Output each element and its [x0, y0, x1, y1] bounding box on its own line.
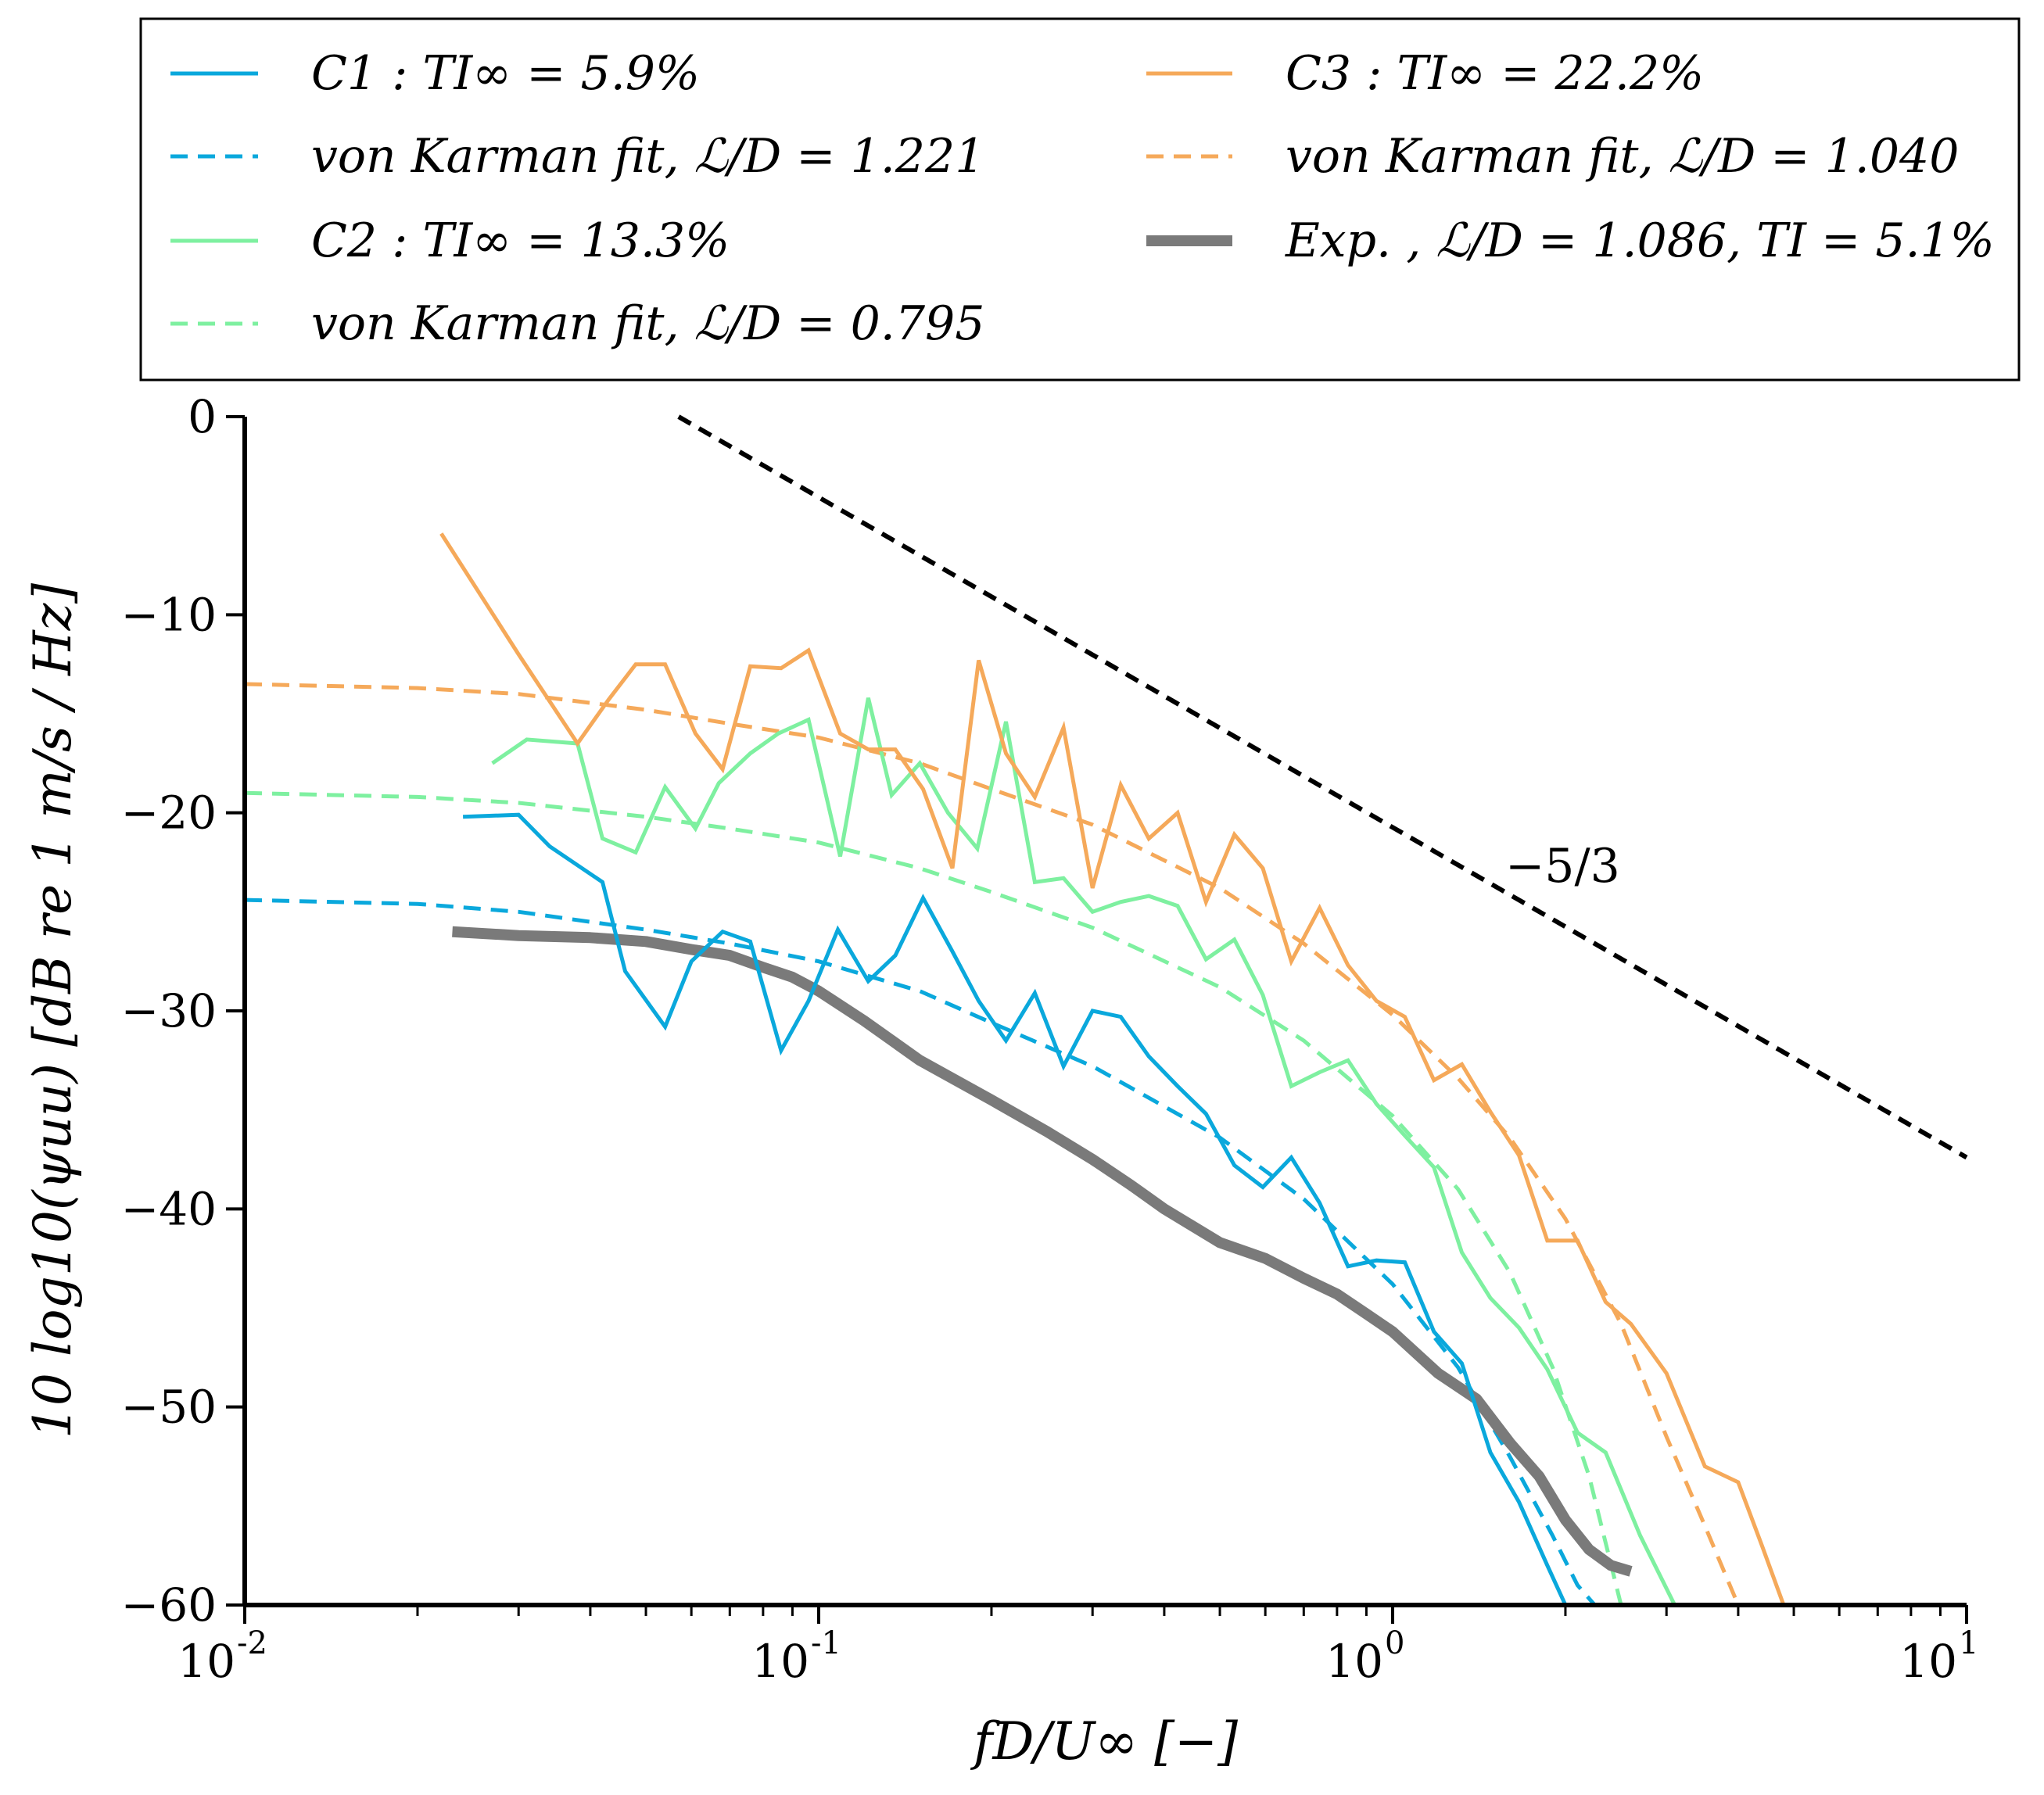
legend-label: von Karman fit, ℒ/D = 1.221 — [311, 129, 984, 184]
y-tick-label: −50 — [121, 1381, 217, 1434]
x-ticks: 10 -2 10 -1 10 0 10 1 — [178, 1605, 1978, 1688]
x-tick-label-base: 10 — [1325, 1635, 1383, 1688]
y-tick-label: −60 — [121, 1578, 217, 1632]
x-tick-label-base: 10 — [178, 1635, 235, 1688]
y-tick-label: −10 — [121, 588, 217, 641]
y-tick-label: −40 — [121, 1182, 217, 1235]
series-line-4 — [439, 532, 1786, 1606]
plot-series — [244, 414, 1968, 1607]
series-line-0 — [463, 812, 1568, 1607]
y-tick-label: −30 — [121, 984, 217, 1037]
x-tick-label-base: 10 — [1899, 1635, 1957, 1688]
legend-label: C3 : TI∞ = 22.2% — [1286, 46, 1704, 101]
legend: C1 : TI∞ = 5.9% von Karman fit, ℒ/D = 1.2… — [170, 46, 1995, 351]
y-tick-label: −20 — [121, 786, 217, 840]
x-axis-title: fD/U∞ [−] — [970, 1711, 1238, 1772]
legend-label: von Karman fit, ℒ/D = 1.040 — [1286, 129, 1959, 184]
series-line-1 — [244, 898, 1597, 1607]
x-tick-label: 10 -2 — [178, 1625, 267, 1688]
x-tick-label-exp: -1 — [811, 1625, 841, 1661]
legend-label: C1 : TI∞ = 5.9% — [311, 46, 700, 101]
x-tick-label: 10 -1 — [751, 1625, 841, 1688]
series-line-6 — [452, 926, 1633, 1577]
legend-label: von Karman fit, ℒ/D = 0.795 — [311, 296, 984, 351]
x-tick-label: 10 0 — [1325, 1625, 1404, 1688]
y-axis-title: 10 log10(ψuu) [dB re 1 m/s / Hz] — [23, 583, 83, 1439]
x-tick-label-exp: 0 — [1385, 1625, 1404, 1661]
series-line-7 — [677, 414, 1968, 1160]
y-tick-label: 0 — [188, 390, 217, 443]
slope-annotation: −5/3 — [1505, 839, 1620, 894]
series-line-3 — [244, 790, 1623, 1606]
x-tick-label-exp: 1 — [1959, 1625, 1978, 1661]
legend-label: C2 : TI∞ = 13.3% — [311, 213, 730, 268]
x-tick-label-base: 10 — [751, 1635, 809, 1688]
x-tick-label: 10 1 — [1899, 1625, 1978, 1688]
legend-box — [139, 17, 2021, 382]
x-tick-label-exp: -2 — [237, 1625, 267, 1661]
legend-label: Exp. , ℒ/D = 1.086, TI = 5.1% — [1285, 213, 1995, 268]
series-line-2 — [491, 697, 1676, 1607]
y-ticks: 0 −10 −20 −30 −40 −50 −60 — [121, 390, 245, 1632]
